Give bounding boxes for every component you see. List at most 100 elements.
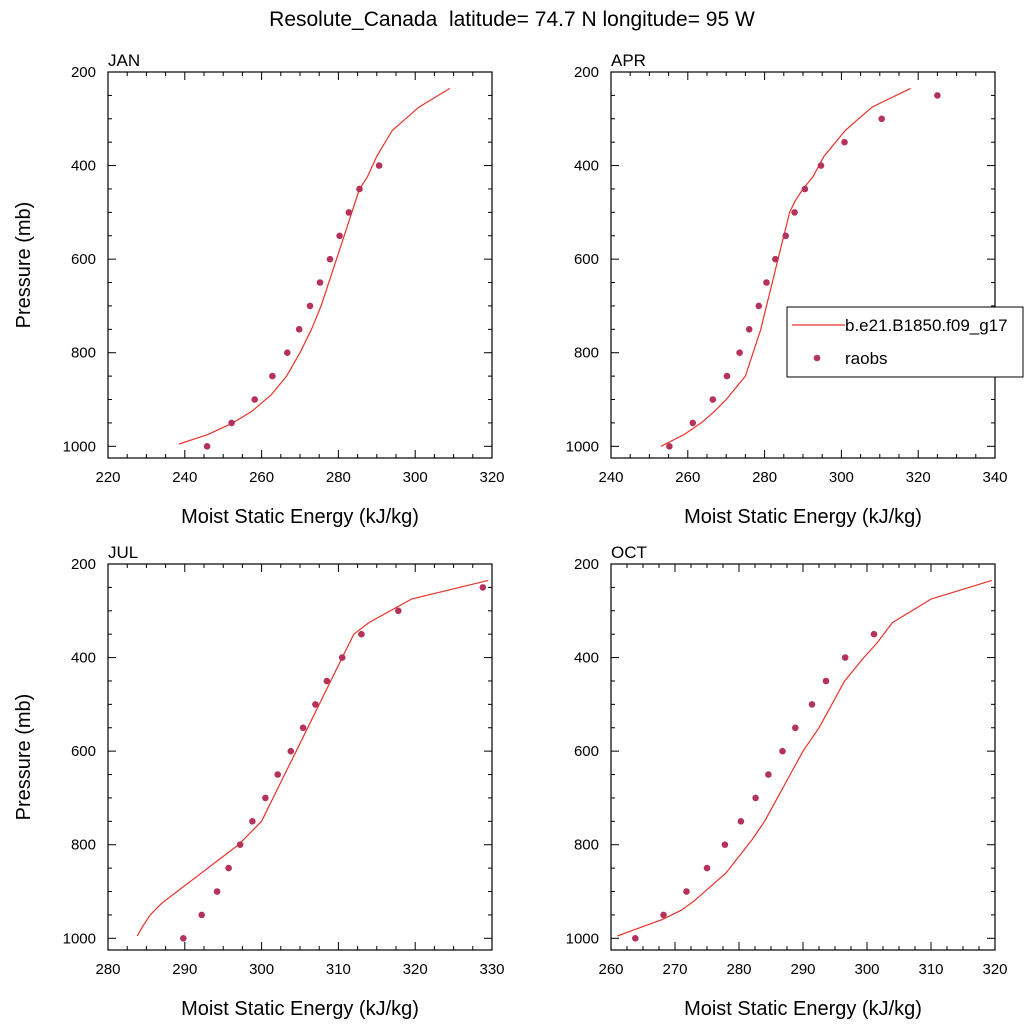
- panel-title: APR: [611, 51, 646, 70]
- x-tick-label: 240: [172, 469, 197, 486]
- y-tick-label: 400: [71, 650, 96, 667]
- raobs-point: [683, 888, 690, 895]
- y-tick-label: 200: [71, 64, 96, 81]
- raobs-point: [358, 630, 365, 638]
- raobs-point: [336, 232, 343, 240]
- raobs-point: [262, 794, 269, 802]
- y-tick-label: 1000: [566, 438, 599, 455]
- plot-frame: [610, 563, 996, 951]
- raobs-point: [689, 419, 697, 427]
- raobs-point: [269, 372, 276, 380]
- raobs-point: [934, 92, 941, 99]
- raobs-point: [316, 279, 324, 286]
- raobs-point: [287, 747, 295, 755]
- raobs-point: [817, 162, 825, 169]
- raobs-point: [791, 209, 798, 216]
- raobs-point: [755, 302, 763, 310]
- x-tick-label: 320: [479, 469, 504, 486]
- y-tick-label: 800: [574, 837, 599, 854]
- y-tick-label: 1000: [63, 930, 96, 947]
- raobs-point: [632, 935, 639, 942]
- y-tick-label: 1000: [566, 930, 599, 947]
- x-tick-label: 290: [172, 961, 197, 978]
- panel-apr: APR 240 260 280 300 320 340 200 400 600 800 1000 Moi…: [566, 51, 1008, 528]
- raobs-point: [709, 396, 717, 403]
- raobs-point: [822, 677, 830, 685]
- y-tick-label: 400: [71, 158, 96, 175]
- raobs-point: [203, 443, 211, 450]
- y-tick-label: 800: [71, 837, 96, 854]
- y-tick-label: 600: [574, 743, 599, 760]
- panel-oct: OCT 260 270 280 290 300 310 320 200 400 600 800 1000…: [566, 543, 1008, 1020]
- x-tick-label: 220: [95, 469, 120, 486]
- x-tick-label: 280: [752, 469, 777, 486]
- x-tick-label: 320: [403, 961, 428, 978]
- y-tick-label: 200: [574, 64, 599, 81]
- legend-label-raobs: raobs: [845, 349, 888, 368]
- panels: JAN 220 240 260 280 300 320 200 400 600 800 1000 Moi…: [13, 51, 1008, 1020]
- raobs-point: [180, 935, 187, 942]
- x-tick-label: 260: [249, 469, 274, 486]
- y-tick-label: 200: [71, 556, 96, 573]
- y-tick-label: 800: [71, 345, 96, 362]
- plot-frame: [107, 71, 493, 459]
- y-tick-label: 600: [71, 251, 96, 268]
- y-axis-title: Pressure (mb): [13, 202, 35, 329]
- raobs-point: [295, 326, 303, 333]
- x-axis-title: Moist Static Energy (kJ/kg): [684, 998, 922, 1020]
- raobs-point: [745, 326, 753, 333]
- x-tick-label: 310: [918, 961, 943, 978]
- panel-jul: JUL 280 290 300 310 320 330 200 400 600 800 1000 Moi…: [13, 543, 505, 1020]
- x-axis-title: Moist Static Energy (kJ/kg): [181, 506, 419, 528]
- raobs-point: [808, 701, 816, 708]
- y-tick-label: 200: [574, 556, 599, 573]
- raobs-point: [479, 584, 487, 591]
- x-tick-label: 280: [95, 961, 120, 978]
- raobs-point: [878, 115, 885, 123]
- raobs-point: [782, 232, 789, 240]
- legend-box: [786, 306, 1024, 378]
- plot-frame: [107, 563, 493, 951]
- raobs-point: [666, 443, 673, 450]
- x-tick-label: 320: [982, 961, 1007, 978]
- panel-jan: JAN 220 240 260 280 300 320 200 400 600 800 1000 Moi…: [13, 51, 505, 528]
- raobs-point: [198, 911, 205, 919]
- x-axis-title: Moist Static Energy (kJ/kg): [684, 506, 922, 528]
- raobs-point: [703, 864, 711, 872]
- x-tick-label: 280: [326, 469, 351, 486]
- y-tick-label: 600: [574, 251, 599, 268]
- legend-marker-swatch: [813, 354, 821, 362]
- raobs-point: [249, 818, 256, 825]
- x-axis-title: Moist Static Energy (kJ/kg): [181, 998, 419, 1020]
- raobs-point: [763, 279, 770, 286]
- x-tick-label: 270: [662, 961, 687, 978]
- raobs-point: [736, 349, 743, 357]
- raobs-point: [225, 864, 232, 872]
- plot-frame: [610, 71, 996, 459]
- raobs-point: [723, 372, 731, 380]
- raobs-point: [345, 209, 353, 216]
- y-tick-label: 1000: [63, 438, 96, 455]
- x-tick-label: 300: [403, 469, 428, 486]
- x-tick-label: 300: [249, 961, 274, 978]
- x-tick-label: 320: [906, 469, 931, 486]
- y-tick-label: 400: [574, 650, 599, 667]
- figure-title: Resolute_Canada latitude= 74.7 N longitu…: [269, 8, 755, 31]
- x-tick-label: 260: [675, 469, 700, 486]
- panel-title: JUL: [108, 543, 138, 562]
- raobs-point: [801, 185, 809, 193]
- raobs-point: [299, 724, 307, 732]
- raobs-point: [660, 911, 667, 919]
- raobs-point: [841, 138, 848, 146]
- model-profile-line: [178, 87, 451, 445]
- raobs-point: [356, 185, 363, 193]
- y-tick-label: 800: [574, 345, 599, 362]
- raobs-point: [737, 818, 745, 825]
- raobs-point: [251, 396, 258, 403]
- x-tick-label: 280: [726, 961, 751, 978]
- raobs-point: [792, 724, 799, 732]
- raobs-point: [338, 654, 346, 661]
- x-tick-label: 300: [854, 961, 879, 978]
